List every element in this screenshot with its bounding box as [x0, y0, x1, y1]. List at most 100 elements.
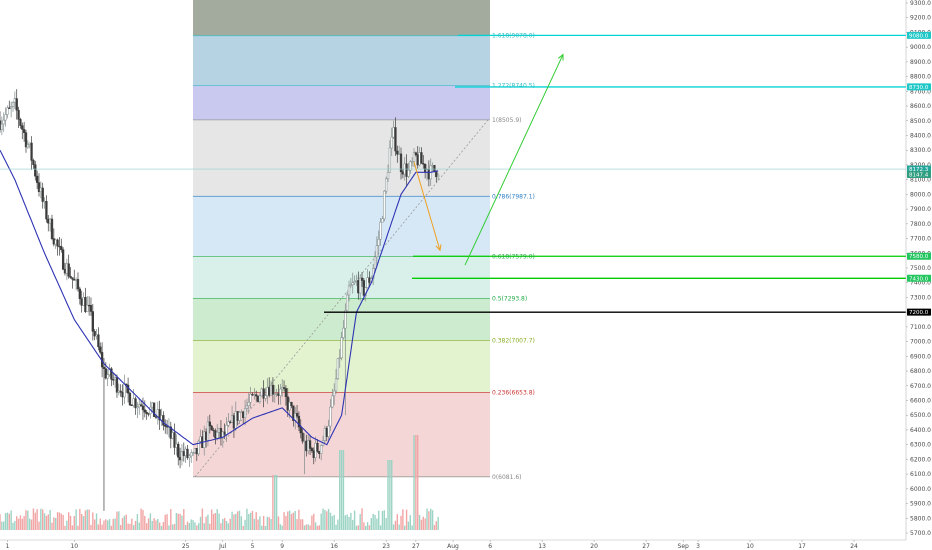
- fib-label-7: 0.236(6653.8): [492, 390, 535, 397]
- candle-body-222: [411, 161, 414, 163]
- volume-bar-52: [95, 513, 98, 530]
- candle-body-214: [396, 150, 399, 155]
- volume-bar-208: [385, 518, 387, 530]
- candle-body-18: [32, 160, 35, 165]
- candle-body-163: [301, 432, 304, 442]
- candle-body-78: [143, 409, 146, 413]
- volume-bar-58: [106, 520, 109, 530]
- volume-bar-81: [149, 513, 152, 530]
- volume-bar-54: [99, 518, 101, 530]
- volume-bar-228: [422, 516, 424, 530]
- candle-body-116: [214, 430, 217, 439]
- candle-body-141: [260, 388, 263, 396]
- level-badge-3-bg: [907, 274, 931, 282]
- volume-bar-178: [329, 512, 332, 530]
- y-tick-label-33: 9000.0: [910, 44, 931, 51]
- volume-bar-116: [214, 512, 217, 530]
- volume-bar-196: [363, 522, 365, 530]
- volume-bar-174: [322, 508, 324, 530]
- candle-body-144: [266, 387, 269, 396]
- volume-bar-153: [283, 512, 285, 530]
- volume-bar-149: [275, 475, 278, 530]
- candle-body-127: [234, 411, 237, 429]
- volume-bar-234: [433, 525, 436, 530]
- candle-body-97: [178, 456, 182, 461]
- y-tick-label-13: 7000.0: [910, 339, 931, 346]
- candle-body-110: [203, 431, 206, 449]
- candle-body-108: [199, 436, 202, 442]
- candle-body-82: [151, 402, 154, 408]
- candle-body-89: [164, 425, 167, 427]
- volume-bar-226: [418, 514, 421, 530]
- volume-bar-62: [114, 518, 116, 530]
- volume-bar-125: [231, 511, 233, 530]
- candle-body-98: [180, 451, 184, 461]
- y-tick-label-20: 7700.0: [910, 236, 931, 243]
- candle-body-212: [392, 127, 395, 138]
- volume-bar-134: [248, 514, 250, 530]
- candle-body-205: [379, 221, 382, 240]
- candle-body-202: [373, 256, 377, 269]
- fib-zone-2: [193, 119, 490, 197]
- volume-bar-181: [335, 524, 337, 530]
- volume-bar-68: [125, 514, 127, 530]
- candle-body-186: [344, 310, 347, 329]
- volume-bar-229: [424, 518, 426, 530]
- candle-body-128: [236, 411, 239, 421]
- volume-bar-158: [292, 512, 295, 530]
- volume-bar-23: [42, 509, 44, 530]
- x-tick-label-17: 17: [798, 543, 806, 550]
- volume-bar-91: [168, 525, 170, 530]
- volume-bar-72: [132, 525, 135, 530]
- volume-bar-5: [8, 513, 10, 530]
- volume-bar-235: [435, 521, 437, 530]
- y-tick-label-31: 8800.0: [910, 74, 931, 81]
- candle-body-20: [35, 175, 39, 183]
- volume-bar-183: [339, 450, 341, 530]
- volume-bar-133: [246, 508, 248, 530]
- candle-body-50: [91, 311, 94, 332]
- y-tick-label-0: 5700.0: [910, 530, 931, 537]
- fib-label-3: 0.786(7987.1): [492, 193, 535, 200]
- candle-body-138: [255, 394, 258, 397]
- candle-body-31: [56, 239, 59, 247]
- candle-body-47: [86, 304, 89, 312]
- candle-body-178: [329, 406, 332, 427]
- x-tick-label-2: 25: [182, 543, 190, 550]
- candle-body-120: [221, 431, 224, 439]
- candle-body-215: [398, 153, 401, 155]
- volume-bar-114: [210, 509, 213, 530]
- candle-body-19: [34, 164, 37, 177]
- candle-body-45: [82, 297, 85, 306]
- x-tick-label-10: 6: [488, 543, 492, 550]
- x-tick-label-3: Jul: [218, 543, 227, 550]
- fib-label-0: 1.618(9078.0): [492, 33, 535, 40]
- candle-body-210: [388, 147, 392, 173]
- candle-body-142: [262, 388, 265, 399]
- volume-bar-170: [314, 522, 317, 530]
- y-tick-label-12: 6900.0: [910, 353, 931, 360]
- volume-bar-191: [353, 510, 356, 530]
- fib-label-8: 0(6081.6): [492, 474, 522, 481]
- candle-body-80: [147, 413, 150, 415]
- y-tick-label-14: 7100.0: [910, 324, 931, 331]
- volume-bar-63: [116, 511, 118, 530]
- volume-bar-141: [261, 525, 263, 530]
- volume-bar-233: [431, 510, 434, 530]
- candle-body-185: [342, 327, 345, 338]
- level-badge-1-bg: [907, 83, 931, 91]
- x-tick-label-15: 3: [696, 543, 700, 550]
- candle-body-100: [184, 448, 187, 457]
- volume-bar-105: [194, 522, 196, 530]
- x-tick-label-9: Aug: [447, 543, 459, 550]
- level-badge-3-text: 7430.0: [909, 276, 929, 282]
- volume-bar-143: [264, 525, 267, 530]
- volume-bar-88: [162, 522, 165, 530]
- volume-bar-29: [53, 517, 55, 530]
- x-tick-label-0: 1: [6, 543, 10, 550]
- volume-bar-113: [209, 523, 211, 530]
- candle-body-123: [227, 421, 230, 426]
- candle-body-121: [223, 431, 226, 435]
- y-tick-label-8: 6500.0: [910, 412, 931, 419]
